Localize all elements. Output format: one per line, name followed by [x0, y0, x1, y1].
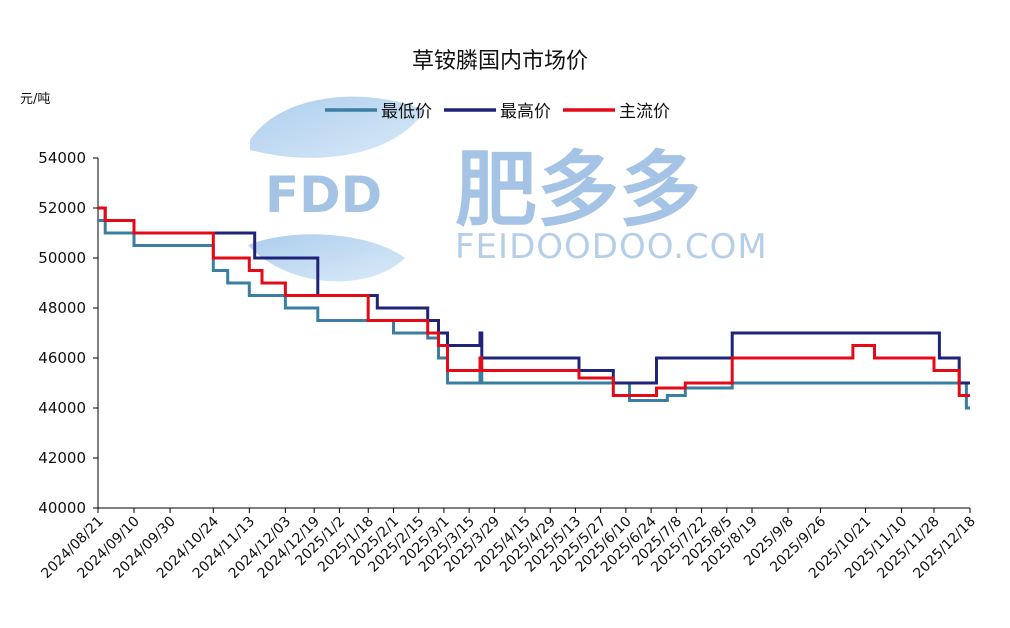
chart-title: 草铵膦国内市场价 — [412, 49, 588, 74]
series-line-1 — [98, 219, 970, 410]
watermark-leaf-top-icon — [250, 96, 425, 158]
series-lines — [98, 206, 970, 410]
y-tick-label: 54000 — [38, 149, 86, 167]
y-tick-label: 50000 — [38, 249, 86, 267]
watermark-brand-en: FEIDOODOO.COM — [455, 227, 768, 267]
legend-label-2: 最高价 — [500, 102, 551, 122]
y-tick-label: 42000 — [38, 449, 86, 467]
y-tick-label: 44000 — [38, 399, 86, 417]
y-tick-label: 48000 — [38, 299, 86, 317]
watermark-logo-text: FDD — [265, 166, 382, 224]
series-line-2 — [98, 206, 970, 385]
y-tick-label: 52000 — [38, 199, 86, 217]
legend-label-3: 主流价 — [619, 102, 670, 122]
y-ticks: 40000 42000 44000 46000 48000 50000 52000 54000 — [38, 149, 98, 517]
y-tick-label: 40000 — [38, 499, 86, 517]
watermark-brand-cn: 肥多多 — [455, 143, 701, 238]
watermark-leaf-bottom-icon — [248, 234, 405, 282]
legend: 最低价 最高价 主流价 — [325, 102, 670, 122]
watermark: FDD 肥多多 FEIDOODOO.COM — [248, 96, 768, 282]
legend-label-1: 最低价 — [381, 102, 432, 122]
axes — [97, 158, 970, 509]
series-line-3 — [98, 206, 970, 397]
y-tick-label: 46000 — [38, 349, 86, 367]
y-axis-unit-label: 元/吨 — [20, 92, 50, 107]
x-ticks: 2024/08/212024/09/102024/09/302024/10/24… — [38, 508, 979, 582]
